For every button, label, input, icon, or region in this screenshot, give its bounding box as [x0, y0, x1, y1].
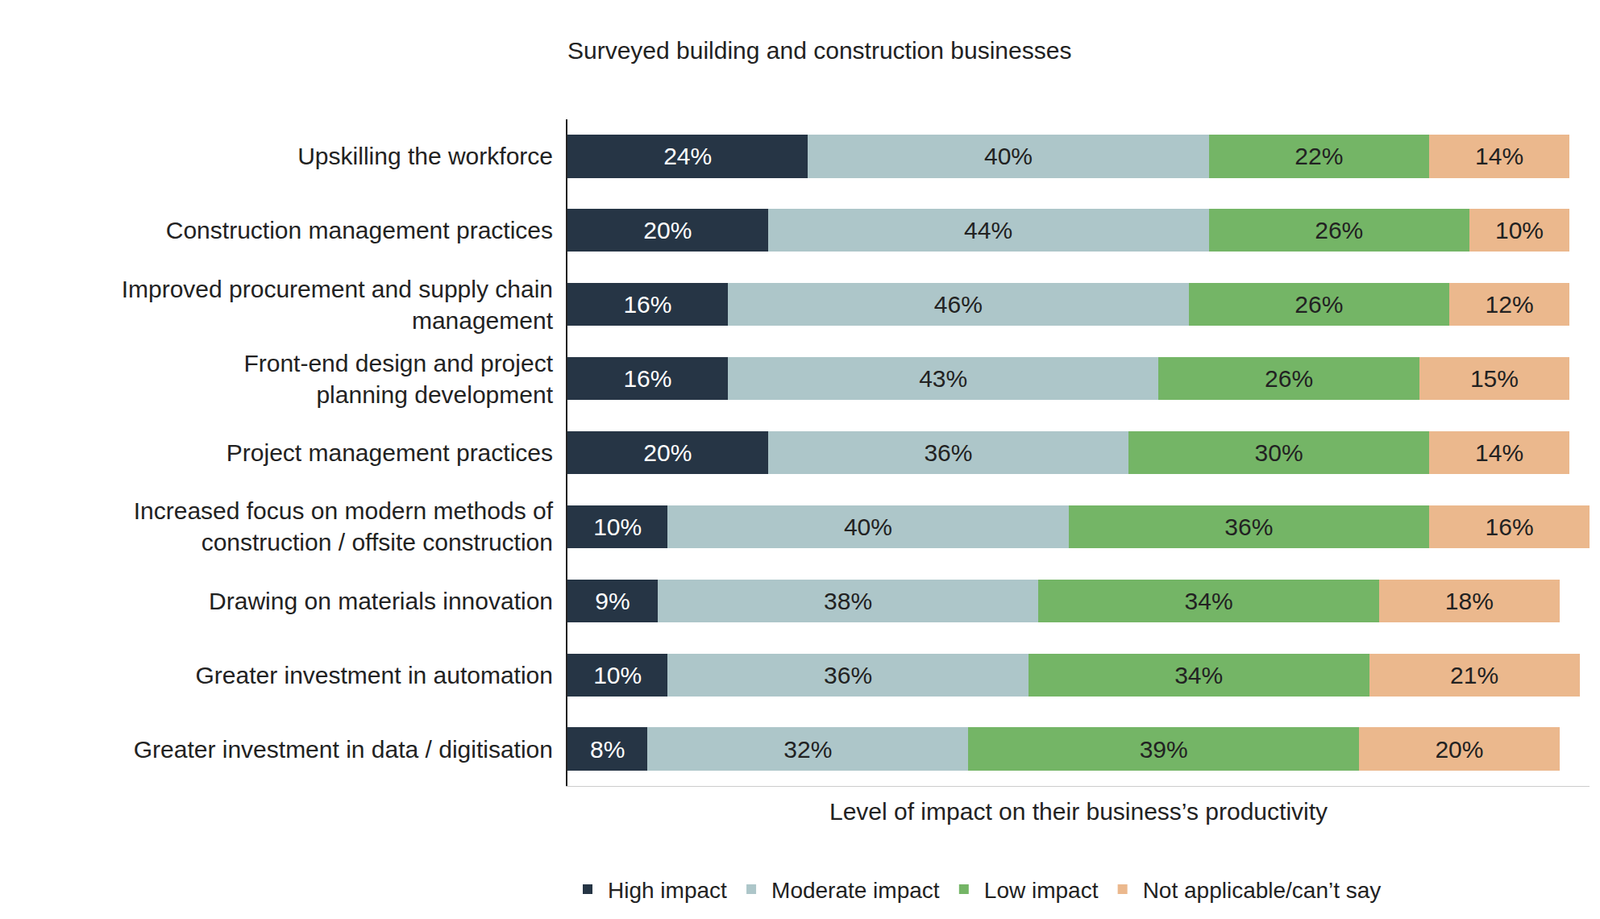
- svg-text:10%: 10%: [593, 513, 642, 541]
- svg-text:Surveyed building and construc: Surveyed building and construction busin…: [567, 37, 1072, 64]
- svg-text:16%: 16%: [1485, 513, 1534, 541]
- svg-text:38%: 38%: [823, 587, 873, 615]
- svg-text:26%: 26%: [1294, 290, 1343, 318]
- svg-text:22%: 22%: [1294, 142, 1343, 170]
- svg-text:20%: 20%: [643, 216, 692, 244]
- svg-text:34%: 34%: [1184, 587, 1234, 615]
- svg-text:Construction management practi: Construction management practices: [166, 216, 553, 244]
- svg-text:34%: 34%: [1174, 661, 1223, 689]
- svg-text:16%: 16%: [623, 365, 672, 392]
- svg-text:12%: 12%: [1485, 290, 1534, 318]
- svg-text:18%: 18%: [1445, 587, 1494, 615]
- svg-text:32%: 32%: [783, 735, 832, 763]
- svg-text:30%: 30%: [1255, 439, 1304, 466]
- svg-text:14%: 14%: [1475, 439, 1524, 466]
- svg-text:16%: 16%: [623, 290, 672, 318]
- svg-text:21%: 21%: [1450, 661, 1499, 689]
- svg-text:46%: 46%: [934, 290, 983, 318]
- svg-text:36%: 36%: [923, 439, 973, 466]
- svg-text:39%: 39%: [1139, 735, 1189, 763]
- svg-text:44%: 44%: [964, 216, 1013, 244]
- svg-text:High impact: High impact: [607, 877, 728, 903]
- svg-text:26%: 26%: [1314, 216, 1364, 244]
- svg-text:Drawing on materials innovatio: Drawing on materials innovation: [208, 587, 553, 615]
- svg-text:26%: 26%: [1264, 365, 1314, 392]
- svg-text:36%: 36%: [1224, 513, 1273, 541]
- svg-text:Level of impact on their busin: Level of impact on their business’s prod…: [829, 797, 1328, 825]
- svg-text:8%: 8%: [590, 735, 625, 763]
- svg-text:Moderate impact: Moderate impact: [771, 877, 940, 903]
- svg-text:15%: 15%: [1470, 365, 1519, 392]
- svg-text:Greater investment in automati: Greater investment in automation: [195, 661, 553, 689]
- svg-text:Improved procurement and suppl: Improved procurement and supply chainman…: [121, 275, 554, 334]
- svg-text:Not applicable/can’t say: Not applicable/can’t say: [1142, 877, 1382, 903]
- svg-text:Upskilling the workforce: Upskilling the workforce: [297, 142, 553, 170]
- svg-text:24%: 24%: [663, 142, 712, 170]
- svg-text:Low impact: Low impact: [984, 877, 1099, 903]
- svg-text:Greater investment in data / d: Greater investment in data / digitisatio…: [133, 735, 553, 763]
- svg-text:Increased focus on modern meth: Increased focus on modern methods ofcons…: [133, 497, 554, 556]
- svg-text:9%: 9%: [594, 587, 630, 615]
- svg-text:36%: 36%: [823, 661, 873, 689]
- svg-text:20%: 20%: [1434, 735, 1484, 763]
- svg-text:14%: 14%: [1475, 142, 1524, 170]
- svg-text:10%: 10%: [593, 661, 642, 689]
- svg-text:40%: 40%: [843, 513, 893, 541]
- svg-text:Project management practices: Project management practices: [226, 439, 553, 466]
- svg-text:40%: 40%: [984, 142, 1033, 170]
- svg-text:10%: 10%: [1495, 216, 1544, 244]
- svg-text:20%: 20%: [643, 439, 692, 466]
- svg-text:43%: 43%: [918, 365, 968, 392]
- svg-text:Front-end design and projectpl: Front-end design and projectplanning dev…: [243, 349, 553, 408]
